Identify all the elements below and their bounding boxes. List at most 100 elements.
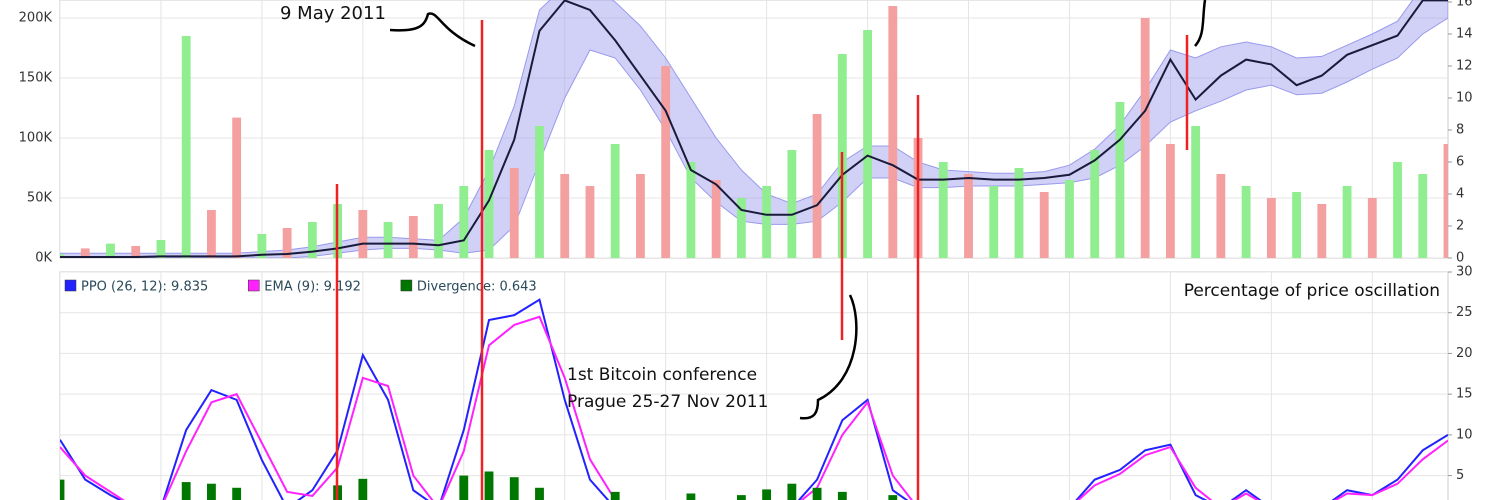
bar [484,471,494,500]
bar [307,222,317,258]
bar [408,216,418,258]
bar [484,150,494,258]
bar [711,180,721,258]
bar [535,126,544,258]
bar [1393,162,1402,258]
y-tick-label: 200K [19,11,53,26]
y2-tick-label: 6 [1456,155,1464,170]
bar [686,162,696,258]
bar [358,478,368,500]
bar [1039,192,1049,258]
bar [1216,174,1226,258]
bar [1014,168,1024,258]
bar [207,210,216,258]
bar [610,144,620,258]
bar [106,243,115,258]
bar [383,222,393,258]
bar [736,198,746,258]
bar [156,240,166,258]
bottom-plot [60,272,1448,500]
legend-label: PPO (26, 12): 9.835 [81,280,208,295]
y2-tick-label: 0 [1456,251,1464,266]
y2-tick-label: 4 [1456,187,1464,202]
bar [812,114,822,258]
bar [661,66,671,258]
bar [459,475,469,500]
bar [610,491,620,500]
bar [837,491,847,500]
legend-swatch [248,279,260,292]
bar [459,186,469,258]
bar [131,246,141,258]
annotation: 9 May 2011 [280,3,386,24]
y2-tick-label: 14 [1456,27,1473,42]
y2-tick-label: 5 [1456,468,1464,483]
bar [1367,198,1377,258]
bar [736,495,746,500]
y-tick-label: 150K [19,71,53,86]
bar [80,248,90,258]
bar [1443,144,1448,258]
bar [1065,180,1074,258]
y2-tick-label: 8 [1456,123,1464,138]
bar [509,477,519,500]
bar [1115,102,1125,258]
bar [888,495,898,500]
bar [1292,192,1301,258]
bar [787,483,797,500]
bar [888,6,898,258]
legend-swatch [400,279,413,292]
y2-tick-label: 10 [1456,427,1473,442]
legend-label: EMA (9): 9.192 [264,280,361,295]
arrow [799,294,858,420]
bar [863,30,872,258]
y-tick-label: 0K [35,251,52,266]
arrow [389,12,476,48]
bar [964,174,973,258]
line [60,315,1448,500]
band-area [60,0,1448,258]
bar [358,210,368,258]
bar [434,204,443,258]
legend-swatch [64,279,77,292]
y2-tick-label: 25 [1456,305,1473,320]
bar [686,493,696,500]
bar [1342,186,1352,258]
annotation-arrows [389,0,1207,420]
y2-tick-label: 2 [1456,219,1464,234]
bar [509,168,519,258]
legend-label: Divergence: 0.643 [417,280,537,295]
bar [762,186,772,258]
bar [1090,150,1100,258]
y2-tick-label: 20 [1456,346,1473,361]
bar [636,174,645,258]
arrow [1194,0,1207,47]
bar [181,482,191,500]
y-tick-label: 100K [19,131,53,146]
bar [232,487,242,500]
bar [787,150,797,258]
annotation: 1st Bitcoin conference [567,365,757,385]
y2-tick-label: 30 [1456,265,1473,280]
bar [1418,174,1428,258]
bar [207,483,216,500]
bar [938,162,948,258]
panel-title: Percentage of price oscillation [1184,281,1440,301]
y2-tick-label: 12 [1456,59,1473,74]
bar [257,234,267,258]
top-plot [60,0,1448,258]
bar [560,174,570,258]
bottom-panel [59,271,1449,500]
bar [1241,186,1251,258]
bar [762,489,772,500]
bar [181,36,191,258]
event-lines [335,20,1189,500]
annotation: Prague 25-27 Nov 2011 [567,392,768,412]
bar [812,487,822,500]
bar [989,186,999,258]
y2-tick-label: 16 [1456,0,1473,10]
bar [1140,18,1150,258]
y-tick-label: 50K [27,191,53,206]
bar [585,186,595,258]
